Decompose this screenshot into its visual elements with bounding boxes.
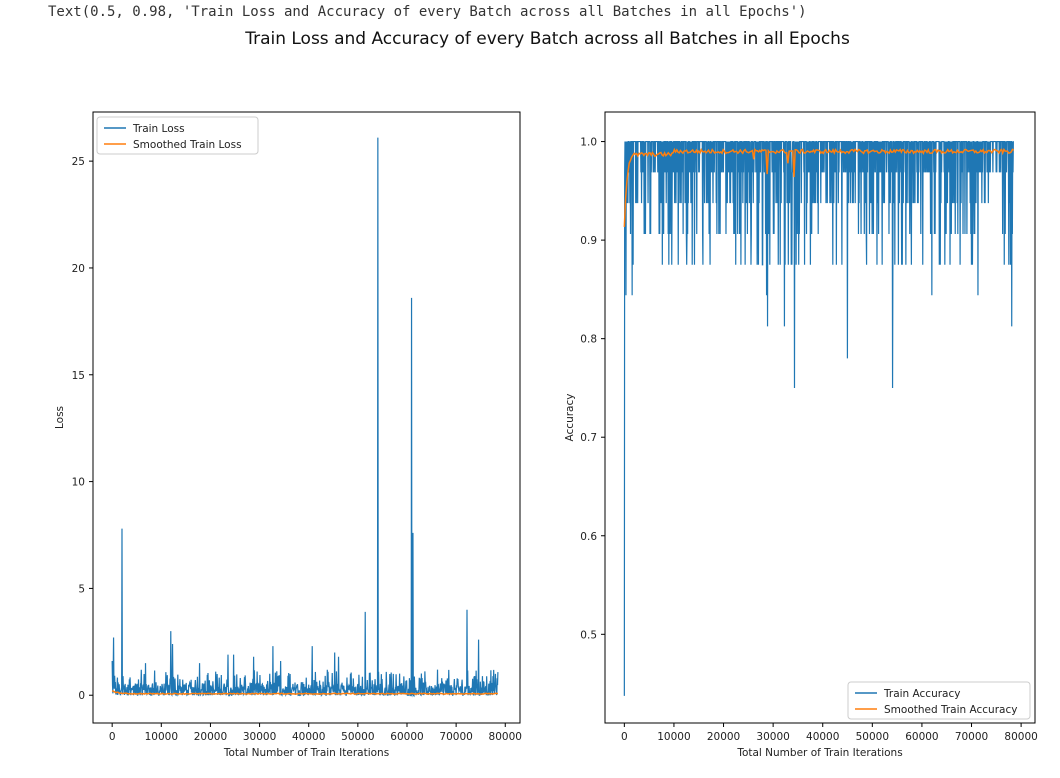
accuracy-xtick-label: 40000 (806, 731, 839, 743)
loss-xlabel: Total Number of Train Iterations (223, 747, 389, 759)
accuracy-legend-label-1: Smoothed Train Accuracy (884, 704, 1017, 716)
loss-axes: 0 10000 20000 30000 40000 50000 60000 70000 8000… (54, 111, 522, 759)
loss-ylabel: Loss (54, 406, 66, 429)
loss-xtick-label: 20000 (194, 731, 227, 743)
accuracy-ytick-label: 0.5 (580, 629, 597, 641)
accuracy-xtick-label: 60000 (905, 731, 938, 743)
accuracy-ytick-label: 0.8 (580, 334, 597, 346)
accuracy-xtick-label: 20000 (707, 731, 740, 743)
loss-xtick-label: 50000 (341, 731, 374, 743)
loss-ytick-label: 20 (72, 263, 85, 275)
accuracy-legend-label-0: Train Accuracy (883, 688, 960, 700)
accuracy-xtick-label: 10000 (657, 731, 690, 743)
accuracy-ytick-label: 1.0 (580, 137, 597, 149)
loss-ytick-label: 5 (78, 583, 85, 595)
loss-xtick-label: 80000 (489, 731, 522, 743)
accuracy-xlabel: Total Number of Train Iterations (736, 747, 902, 759)
loss-legend (96, 116, 259, 155)
accuracy-axes: 0 10000 20000 30000 40000 50000 60000 70000 8000… (564, 111, 1038, 759)
accuracy-xtick-label: 70000 (955, 731, 988, 743)
accuracy-ylabel: Accuracy (564, 394, 576, 442)
loss-xtick-label: 70000 (439, 731, 472, 743)
accuracy-legend (847, 681, 1031, 720)
loss-legend-label-1: Smoothed Train Loss (133, 139, 242, 151)
loss-ytick-label: 15 (72, 370, 85, 382)
accuracy-ytick-label: 0.7 (580, 432, 597, 444)
loss-frame (92, 111, 521, 724)
cell-output-text: Text(0.5, 0.98, 'Train Loss and Accuracy… (48, 4, 807, 20)
loss-ytick-label: 0 (78, 690, 85, 702)
loss-xtick-label: 40000 (292, 731, 325, 743)
train-accuracy-line (623, 140, 1014, 696)
accuracy-frame (604, 111, 1036, 724)
loss-xtick-label: 60000 (390, 731, 423, 743)
train-loss-line (111, 137, 499, 698)
accuracy-xtick-label: 80000 (1004, 731, 1037, 743)
accuracy-xtick-label: 30000 (756, 731, 789, 743)
smoothed-train-loss-line (111, 689, 499, 695)
accuracy-xtick-label: 0 (621, 731, 628, 743)
loss-xtick-label: 30000 (243, 731, 276, 743)
figure-suptitle: Train Loss and Accuracy of every Batch a… (245, 29, 850, 49)
loss-legend-label-0: Train Loss (132, 123, 185, 135)
accuracy-ytick-label: 0.9 (580, 235, 597, 247)
accuracy-xtick-label: 50000 (856, 731, 889, 743)
accuracy-ytick-label: 0.6 (580, 531, 597, 543)
smoothed-train-accuracy-line (623, 147, 1015, 227)
loss-ytick-label: 25 (72, 156, 85, 168)
loss-xtick-label: 0 (109, 731, 116, 743)
loss-xtick-label: 10000 (145, 731, 178, 743)
loss-ytick-label: 10 (72, 477, 85, 489)
